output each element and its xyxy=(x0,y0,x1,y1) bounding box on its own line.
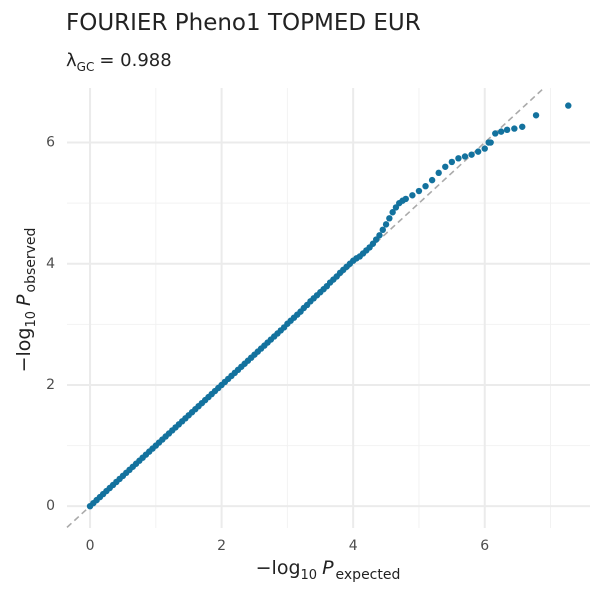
point xyxy=(382,221,390,228)
point xyxy=(511,125,518,132)
point xyxy=(532,112,540,119)
chart-subtitle: λGC = 0.988 xyxy=(66,50,172,74)
point xyxy=(468,151,475,158)
x-tick-label: 2 xyxy=(217,538,226,554)
x-tick-label: 6 xyxy=(480,538,489,554)
point xyxy=(474,148,482,155)
point xyxy=(379,226,386,234)
x-tick-label: 0 xyxy=(86,538,95,554)
plot-area: 0 2 4 6 0 2 4 6 xyxy=(46,87,590,554)
point xyxy=(492,130,499,137)
point xyxy=(422,182,429,190)
chart-title: FOURIER Pheno1 TOPMED EUR xyxy=(66,10,421,36)
y-tick-label: 6 xyxy=(46,135,55,151)
subtitle-text: = 0.988 xyxy=(99,50,171,71)
point xyxy=(376,232,383,239)
point xyxy=(455,155,462,162)
point xyxy=(448,158,456,166)
point xyxy=(389,209,396,216)
y-tick-label: 0 xyxy=(46,498,55,514)
point xyxy=(497,128,505,135)
point xyxy=(487,139,494,146)
y-axis-label: −log10 Pobserved xyxy=(13,228,39,373)
point xyxy=(435,169,442,177)
x-label-symbol: P xyxy=(322,557,334,579)
y-label-symbol: P xyxy=(13,294,35,306)
subtitle-symbol: λ xyxy=(66,50,77,71)
point xyxy=(481,145,488,152)
point xyxy=(565,102,572,109)
x-label-prefix: −log xyxy=(256,557,301,579)
x-label-symbol-subscript: expected xyxy=(336,567,401,583)
point xyxy=(461,153,469,160)
y-tick-label: 2 xyxy=(46,377,55,393)
point xyxy=(386,215,393,222)
y-label-subscript: 10 xyxy=(24,311,39,328)
point xyxy=(409,192,416,199)
point xyxy=(503,126,511,134)
x-label-subscript: 10 xyxy=(301,568,318,583)
point xyxy=(428,176,436,184)
point xyxy=(442,163,449,170)
y-tick-label: 4 xyxy=(46,256,55,272)
x-tick-label: 4 xyxy=(349,538,358,554)
point xyxy=(519,123,526,130)
y-label-symbol-subscript: observed xyxy=(23,228,39,293)
subtitle-subscript: GC xyxy=(77,60,95,74)
point xyxy=(402,195,409,203)
y-label-prefix: −log xyxy=(13,328,35,373)
point xyxy=(415,187,423,195)
